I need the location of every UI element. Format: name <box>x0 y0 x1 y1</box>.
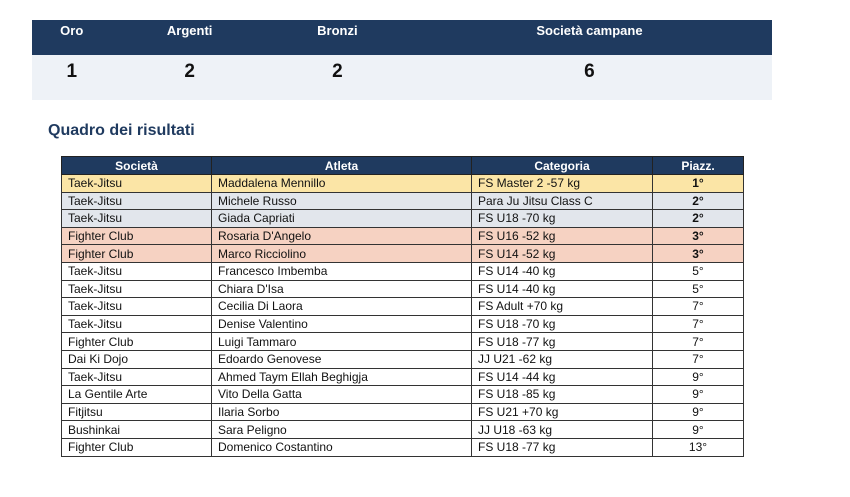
table-cell: Marco Ricciolino <box>211 244 472 263</box>
table-cell: Edoardo Genovese <box>211 349 472 369</box>
table-cell: FS U18 -77 kg <box>471 437 653 457</box>
summary-header: Oro <box>32 20 112 55</box>
table-cell: Taek-Jitsu <box>61 209 212 228</box>
table-cell: Fighter Club <box>61 244 212 263</box>
table-cell: FS U18 -85 kg <box>471 385 653 404</box>
result-row: Taek-Jitsu Giada Capriati FS U18 -70 kg 2° <box>61 209 744 228</box>
section-title: Quadro dei risultati <box>48 122 195 139</box>
table-cell: FS U14 -44 kg <box>471 367 653 387</box>
summary-header: Argenti <box>111 20 268 55</box>
table-cell: 7° <box>652 349 744 369</box>
result-row: La Gentile Arte Vito Della Gatta FS U18 -8… <box>61 385 744 404</box>
table-cell: Cecilia Di Laora <box>211 297 472 316</box>
result-row: Taek-Jitsu Denise Valentino FS U18 -70 kg 7… <box>61 314 744 334</box>
table-cell: Taek-Jitsu <box>61 261 212 281</box>
table-cell: Fighter Club <box>61 437 212 457</box>
table-cell: 13° <box>652 437 744 457</box>
summary-value: 6 <box>406 55 772 100</box>
table-cell: Giada Capriati <box>211 209 472 228</box>
table-cell: Sara Peligno <box>211 420 472 439</box>
table-cell: 2° <box>652 209 744 228</box>
table-cell: 3° <box>652 244 744 263</box>
column-header: Piazz. <box>652 156 744 175</box>
table-cell: FS U16 -52 kg <box>471 226 653 246</box>
table-cell: FS U18 -70 kg <box>471 314 653 334</box>
table-cell: Bushinkai <box>61 420 212 439</box>
table-cell: FS U18 -70 kg <box>471 209 653 228</box>
table-cell: 9° <box>652 420 744 439</box>
result-row: Fighter Club Marco Ricciolino FS U14 -52 k… <box>61 244 744 263</box>
table-cell: Rosaria D'Angelo <box>211 226 472 246</box>
table-cell: Vito Della Gatta <box>211 385 472 404</box>
table-cell: 7° <box>652 297 744 316</box>
result-row: Fighter Club Domenico Costantino FS U18 -7… <box>61 437 744 457</box>
column-header: Atleta <box>211 156 472 175</box>
table-cell: La Gentile Arte <box>61 385 212 404</box>
table-cell: Michele Russo <box>211 191 472 211</box>
column-header: Categoria <box>471 156 653 175</box>
table-cell: Ahmed Taym Ellah Beghigja <box>211 367 472 387</box>
table-cell: Fitjitsu <box>61 402 212 422</box>
result-row: Taek-Jitsu Maddalena Mennillo FS Master 2 … <box>61 174 744 193</box>
table-cell: 9° <box>652 385 744 404</box>
summary-header: Società campane <box>406 20 772 55</box>
table-cell: Taek-Jitsu <box>61 297 212 316</box>
table-cell: Taek-Jitsu <box>61 314 212 334</box>
result-row: Fighter Club Rosaria D'Angelo FS U16 -52 k… <box>61 226 744 246</box>
table-cell: Francesco Imbemba <box>211 261 472 281</box>
column-header: Società <box>61 156 212 175</box>
table-cell: 5° <box>652 279 744 299</box>
table-cell: Maddalena Mennillo <box>211 174 472 193</box>
table-cell: JJ U18 -63 kg <box>471 420 653 439</box>
result-row: Taek-Jitsu Cecilia Di Laora FS Adult +70 k… <box>61 297 744 316</box>
table-cell: 2° <box>652 191 744 211</box>
table-cell: Luigi Tammaro <box>211 332 472 351</box>
result-row: Bushinkai Sara Peligno JJ U18 -63 kg 9° <box>61 420 744 439</box>
table-cell: 7° <box>652 332 744 351</box>
summary-header: Bronzi <box>267 20 407 55</box>
result-row: Taek-Jitsu Francesco Imbemba FS U14 -40 kg… <box>61 261 744 281</box>
table-cell: Taek-Jitsu <box>61 367 212 387</box>
table-cell: Domenico Costantino <box>211 437 472 457</box>
table-cell: Denise Valentino <box>211 314 472 334</box>
summary-value: 2 <box>111 55 268 100</box>
table-cell: Ilaria Sorbo <box>211 402 472 422</box>
result-row: Dai Ki Dojo Edoardo Genovese JJ U21 -62 kg… <box>61 349 744 369</box>
table-cell: Taek-Jitsu <box>61 174 212 193</box>
table-cell: FS U14 -40 kg <box>471 279 653 299</box>
result-row: Fighter Club Luigi Tammaro FS U18 -77 kg 7° <box>61 332 744 351</box>
table-cell: 3° <box>652 226 744 246</box>
result-row: Taek-Jitsu Ahmed Taym Ellah Beghigja FS U1… <box>61 367 744 387</box>
table-cell: Fighter Club <box>61 226 212 246</box>
table-cell: FS Adult +70 kg <box>471 297 653 316</box>
table-cell: 9° <box>652 367 744 387</box>
table-cell: Fighter Club <box>61 332 212 351</box>
table-cell: 1° <box>652 174 744 193</box>
table-cell: FS Master 2 -57 kg <box>471 174 653 193</box>
results-table: Società Atleta Categoria Piazz. Taek-Jitsu M… <box>61 156 744 457</box>
result-row: Taek-Jitsu Chiara D'Isa FS U14 -40 kg 5° <box>61 279 744 299</box>
table-cell: 7° <box>652 314 744 334</box>
table-cell: FS U14 -52 kg <box>471 244 653 263</box>
table-cell: Chiara D'Isa <box>211 279 472 299</box>
table-cell: FS U18 -77 kg <box>471 332 653 351</box>
table-cell: Taek-Jitsu <box>61 191 212 211</box>
summary-value: 1 <box>32 55 112 100</box>
table-cell: 5° <box>652 261 744 281</box>
table-cell: 9° <box>652 402 744 422</box>
table-cell: Taek-Jitsu <box>61 279 212 299</box>
result-row: Taek-Jitsu Michele Russo Para Ju Jitsu Cla… <box>61 191 744 211</box>
table-cell: FS U14 -40 kg <box>471 261 653 281</box>
result-row: Fitjitsu Ilaria Sorbo FS U21 +70 kg 9° <box>61 402 744 422</box>
table-cell: FS U21 +70 kg <box>471 402 653 422</box>
table-cell: Para Ju Jitsu Class C <box>471 191 653 211</box>
summary-value: 2 <box>267 55 407 100</box>
table-cell: JJ U21 -62 kg <box>471 349 653 369</box>
table-cell: Dai Ki Dojo <box>61 349 212 369</box>
